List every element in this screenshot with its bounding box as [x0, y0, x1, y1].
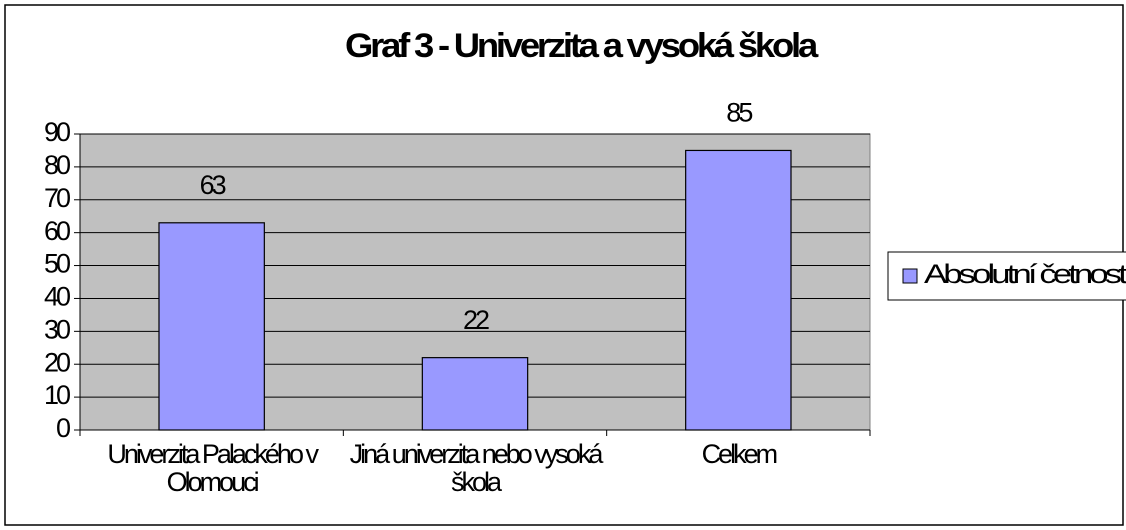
y-tick-label: 20 [44, 347, 70, 377]
y-tick-label: 30 [44, 314, 70, 344]
chart-title: Graf 3 - Univerzita a vysoká škola [345, 27, 819, 65]
x-tick-label: Univerzita Palackého v Olomouci [107, 439, 319, 497]
y-tick-label: 80 [44, 150, 70, 180]
y-tick-label: 50 [44, 249, 70, 279]
bar [158, 222, 265, 431]
x-tick-label: Celkem [701, 439, 779, 469]
legend-label: Absolutní četnost [924, 259, 1126, 289]
bar [421, 357, 529, 431]
data-label: 85 [726, 98, 752, 128]
legend-box [887, 251, 1126, 301]
y-tick-label: 0 [56, 413, 70, 443]
bar [685, 149, 792, 431]
y-tick-label: 90 [44, 117, 70, 147]
x-tick-label: Jiná univerzita nebo vysoká škola [349, 439, 604, 497]
y-tick-label: 10 [44, 380, 70, 410]
y-tick-label: 60 [44, 216, 70, 246]
data-label: 63 [200, 170, 226, 200]
y-tick-label: 70 [44, 183, 70, 213]
y-tick-label: 40 [44, 282, 70, 312]
data-label: 22 [463, 305, 489, 335]
legend-swatch [902, 268, 918, 284]
